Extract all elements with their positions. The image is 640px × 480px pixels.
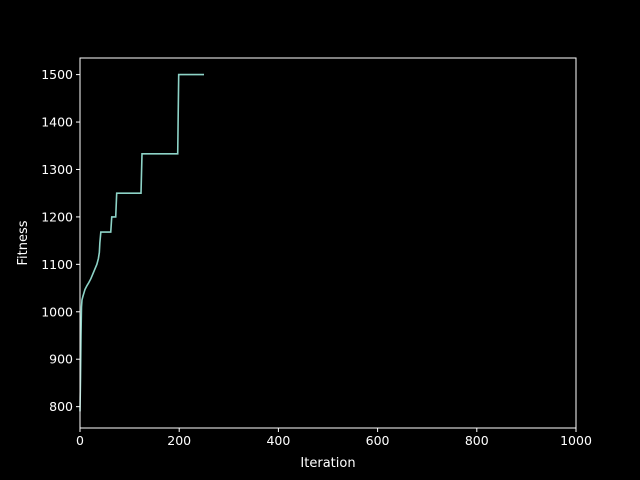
y-tick-label: 1000 xyxy=(41,304,73,319)
y-axis-ticks: 800 900 1000 1100 1200 1300 1400 1500 xyxy=(41,67,80,414)
y-axis-label: Fitness xyxy=(16,220,31,265)
y-tick-label: 1500 xyxy=(41,67,73,82)
y-tick-label: 1300 xyxy=(41,162,73,177)
y-tick-label: 800 xyxy=(49,399,73,414)
x-tick-label: 600 xyxy=(366,433,390,448)
series-line-0 xyxy=(79,73,204,412)
x-tick-label: 400 xyxy=(266,433,290,448)
y-tick-label: 1400 xyxy=(41,115,73,130)
x-tick-label: 0 xyxy=(76,433,84,448)
plot-marks xyxy=(79,73,204,412)
x-axis-ticks: 0 200 400 600 800 1000 xyxy=(76,428,592,448)
y-tick-label: 1100 xyxy=(41,257,73,272)
x-tick-label: 200 xyxy=(167,433,191,448)
plot-frame xyxy=(79,57,577,429)
y-tick-label: 1200 xyxy=(41,209,73,224)
x-tick-label: 1000 xyxy=(560,433,592,448)
x-axis-label: Iteration xyxy=(300,456,355,471)
y-tick-label: 900 xyxy=(49,352,73,367)
x-tick-label: 800 xyxy=(465,433,489,448)
